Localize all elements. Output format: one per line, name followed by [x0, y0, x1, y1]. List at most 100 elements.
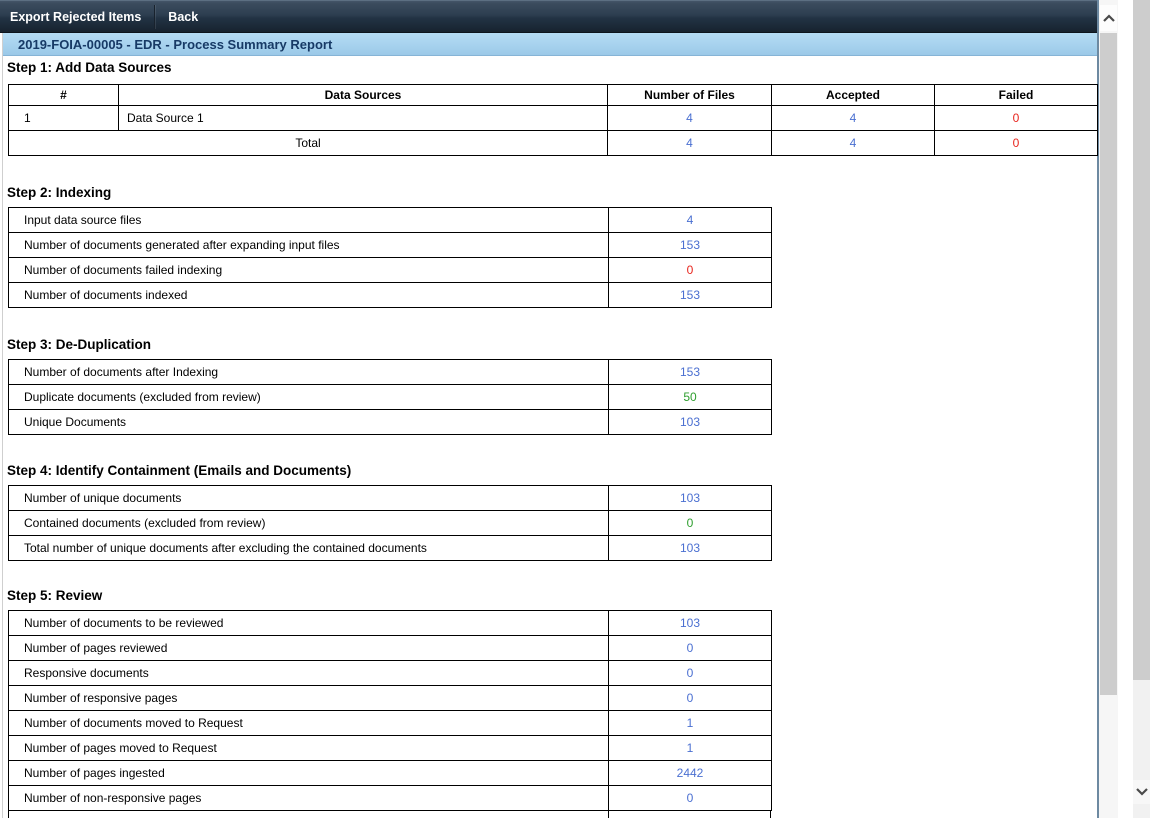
step2-section: Step 2: Indexing Input data source files…	[0, 185, 772, 308]
window-vertical-scrollbar[interactable]	[1133, 0, 1150, 818]
row-label-cell: Number of documents to be reviewed	[8, 610, 609, 636]
row-value-cell: 0	[608, 660, 772, 686]
row-label-cell: Unique Documents	[8, 409, 609, 435]
row-label-cell: Input data source files	[8, 207, 609, 233]
step4-table: Number of unique documents 103 Contained d…	[8, 485, 772, 561]
report-title-bar: 2019-FOIA-00005 - EDR - Process Summary …	[2, 33, 1097, 56]
table-row: Number of pages reviewed 0	[8, 635, 772, 661]
clipped-row-divider	[608, 811, 609, 818]
number-of-files-cell: 4	[607, 105, 772, 131]
row-value-cell: 103	[608, 485, 772, 511]
row-value-cell: 0	[608, 510, 772, 536]
row-value-cell: 153	[608, 232, 772, 258]
row-value-cell: 103	[608, 535, 772, 561]
inner-scrollbar-thumb[interactable]	[1100, 33, 1117, 695]
window-scrollbar-thumb[interactable]	[1133, 0, 1150, 680]
total-label-cell: Total	[8, 130, 608, 156]
chevron-down-icon	[1135, 788, 1148, 796]
row-value-cell: 2442	[608, 760, 772, 786]
table-row: Number of responsive pages 0	[8, 685, 772, 711]
step2-table: Input data source files 4 Number of docume…	[8, 207, 772, 308]
table-row: Number of documents moved to Request 1	[8, 710, 772, 736]
row-value-cell: 0	[608, 635, 772, 661]
row-label-cell: Number of responsive pages	[8, 685, 609, 711]
column-header-data-sources: Data Sources	[118, 84, 608, 106]
row-value-cell: 0	[608, 257, 772, 283]
row-label-cell: Number of unique documents	[8, 485, 609, 511]
step3-section: Step 3: De-Duplication Number of documen…	[0, 337, 772, 435]
table-row: Contained documents (excluded from revie…	[8, 510, 772, 536]
table-row: Unique Documents 103	[8, 409, 772, 435]
row-number-cell: 1	[8, 105, 119, 131]
total-files-cell: 4	[607, 130, 772, 156]
table-header-row: # Data Sources Number of Files Accepted …	[8, 84, 1098, 106]
table-row: Number of documents indexed 153	[8, 282, 772, 308]
row-value-cell: 153	[608, 359, 772, 385]
step2-heading: Step 2: Indexing	[7, 185, 112, 200]
row-label-cell: Total number of unique documents after e…	[8, 535, 609, 561]
row-label-cell: Number of documents indexed	[8, 282, 609, 308]
table-row: Number of documents generated after expa…	[8, 232, 772, 258]
table-row: Number of documents failed indexing 0	[8, 257, 772, 283]
clipped-next-row	[8, 811, 771, 818]
table-row: Responsive documents 0	[8, 660, 772, 686]
report-panel: Export Rejected Items Back 2019-FOIA-000…	[0, 0, 1099, 818]
step5-section: Step 5: Review Number of documents to be…	[0, 588, 772, 818]
back-button[interactable]: Back	[168, 9, 199, 24]
export-rejected-items-button[interactable]: Export Rejected Items	[10, 9, 142, 24]
row-label-cell: Number of pages reviewed	[8, 635, 609, 661]
total-failed-cell: 0	[934, 130, 1098, 156]
row-label-cell: Number of documents after Indexing	[8, 359, 609, 385]
row-value-cell: 4	[608, 207, 772, 233]
row-value-cell: 103	[608, 610, 772, 636]
row-label-cell: Number of documents moved to Request	[8, 710, 609, 736]
failed-cell: 0	[934, 105, 1098, 131]
scroll-up-button[interactable]	[1100, 5, 1117, 31]
row-label-cell: Responsive documents	[8, 660, 609, 686]
column-header-number: #	[8, 84, 119, 106]
panel-left-border	[2, 33, 3, 818]
column-header-number-of-files: Number of Files	[607, 84, 772, 106]
chevron-up-icon	[1102, 14, 1115, 22]
step1-data-sources-table: # Data Sources Number of Files Accepted …	[8, 84, 1098, 156]
row-label-cell: Number of pages moved to Request	[8, 735, 609, 761]
step4-heading: Step 4: Identify Containment (Emails and…	[7, 463, 352, 478]
row-label-cell: Number of documents failed indexing	[8, 257, 609, 283]
row-label-cell: Number of documents generated after expa…	[8, 232, 609, 258]
table-row: 1 Data Source 1 4 4 0	[8, 105, 1098, 131]
row-value-cell: 1	[608, 710, 772, 736]
toolbar: Export Rejected Items Back	[0, 0, 1097, 33]
step4-section: Step 4: Identify Containment (Emails and…	[0, 463, 772, 561]
row-label-cell: Number of non-responsive pages	[8, 785, 609, 811]
step5-table: Number of documents to be reviewed 103 Num…	[8, 610, 772, 811]
column-header-failed: Failed	[934, 84, 1098, 106]
row-label-cell: Contained documents (excluded from revie…	[8, 510, 609, 536]
step3-heading: Step 3: De-Duplication	[7, 337, 152, 352]
table-total-row: Total 4 4 0	[8, 130, 1098, 156]
row-value-cell: 153	[608, 282, 772, 308]
total-accepted-cell: 4	[771, 130, 935, 156]
toolbar-separator	[154, 4, 156, 29]
table-row: Number of documents after Indexing 153	[8, 359, 772, 385]
table-row: Duplicate documents (excluded from revie…	[8, 384, 772, 410]
row-value-cell: 1	[608, 735, 772, 761]
accepted-cell: 4	[771, 105, 935, 131]
row-value-cell: 50	[608, 384, 772, 410]
row-value-cell: 0	[608, 685, 772, 711]
table-row: Number of unique documents 103	[8, 485, 772, 511]
table-row: Number of non-responsive pages 0	[8, 785, 772, 811]
column-header-accepted: Accepted	[771, 84, 935, 106]
page-title: 2019-FOIA-00005 - EDR - Process Summary …	[18, 36, 333, 52]
table-row: Number of pages moved to Request 1	[8, 735, 772, 761]
inner-vertical-scrollbar[interactable]	[1099, 0, 1118, 818]
row-value-cell: 103	[608, 409, 772, 435]
table-row: Total number of unique documents after e…	[8, 535, 772, 561]
row-value-cell: 0	[608, 785, 772, 811]
table-row: Number of pages ingested 2442	[8, 760, 772, 786]
data-source-name-cell: Data Source 1	[118, 105, 608, 131]
table-row: Number of documents to be reviewed 103	[8, 610, 772, 636]
step1-heading: Step 1: Add Data Sources	[7, 60, 172, 75]
table-row: Input data source files 4	[8, 207, 772, 233]
scroll-down-button[interactable]	[1133, 780, 1150, 804]
